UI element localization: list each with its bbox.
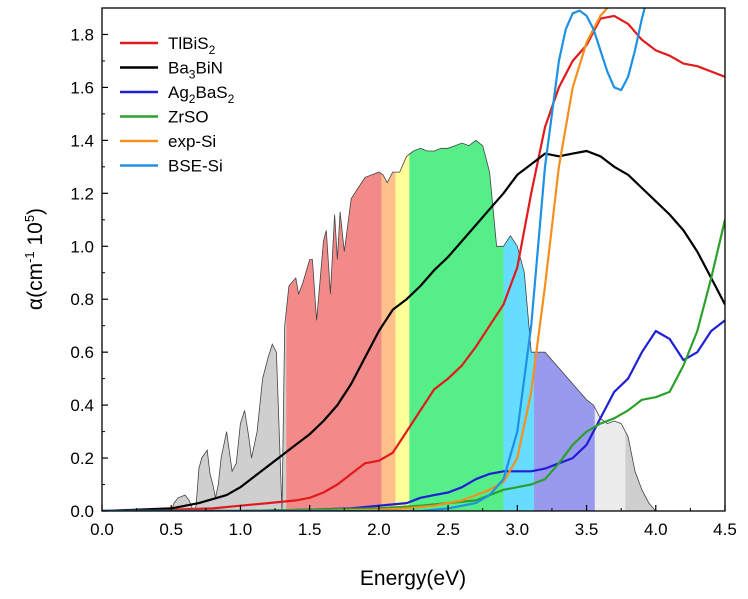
x-tick-label: 1.0 [229, 520, 253, 539]
legend-label: exp-Si [168, 132, 216, 151]
y-title-exp1: -1 [22, 251, 37, 263]
spectrum-outline [102, 139, 725, 511]
legend-item-ba3bin: Ba3BiN [120, 59, 223, 82]
x-tick-label: 2.0 [367, 520, 391, 539]
legend-label: BSE-Si [168, 157, 223, 176]
band-gray-2 [625, 140, 725, 511]
band-light-gray [594, 140, 626, 511]
series-line-ag2bas2 [102, 319, 725, 511]
legend-label: TlBiS2 [168, 34, 216, 57]
band-red [286, 140, 382, 511]
legend-label: Ag2BaS2 [168, 83, 235, 106]
series-line-ba3bin [102, 149, 725, 511]
y-tick-label: 0.8 [70, 290, 94, 309]
x-tick-label: 3.0 [506, 520, 530, 539]
y-tick-label: 1.6 [70, 78, 94, 97]
band-gray-1 [102, 140, 287, 511]
x-tick-label: 0.5 [159, 520, 183, 539]
x-tick-label: 4.5 [713, 520, 737, 539]
y-tick-label: 1.2 [70, 184, 94, 203]
y-tick-label: 1.0 [70, 237, 94, 256]
y-title-suffix: ) [24, 208, 47, 215]
series-line-zrso [102, 219, 725, 511]
series-line-tlbis2 [102, 14, 725, 511]
band-orange [381, 140, 396, 511]
x-tick-label: 4.0 [644, 520, 668, 539]
y-tick-label: 0.2 [70, 449, 94, 468]
x-axis-title: Energy(eV) [360, 567, 466, 590]
y-title-prefix: α(cm [24, 263, 47, 310]
band-violet [533, 140, 595, 511]
y-axis-title: α(cm-1 105) [22, 208, 47, 310]
legend-item-ag2bas2: Ag2BaS2 [120, 83, 235, 106]
band-yellow [395, 140, 410, 511]
y-title-mid: 10 [24, 222, 47, 251]
x-tick-label: 2.5 [436, 520, 460, 539]
y-tick-label: 0.6 [70, 343, 94, 362]
legend-item-bse-si: BSE-Si [120, 157, 223, 176]
legend-item-tlbis2: TlBiS2 [120, 34, 216, 57]
axis-ticks: 0.0 0.5 1.0 1.5 2.0 2.5 3.0 3.5 4.0 4.5 0.0 0.2 0.4 0… [70, 25, 736, 539]
y-tick-label: 0.4 [70, 396, 94, 415]
legend-item-exp-si: exp-Si [120, 132, 216, 151]
series-line-bse-si [102, 8, 646, 511]
x-tick-label: 0.0 [90, 520, 114, 539]
y-tick-label: 0.0 [70, 502, 94, 521]
legend-label: Ba3BiN [168, 59, 223, 82]
y-title-exp2: 5 [22, 215, 37, 222]
legend-label: ZrSO [168, 108, 209, 127]
x-tick-label: 3.5 [575, 520, 599, 539]
y-tick-label: 1.4 [70, 131, 94, 150]
legend-item-zrso: ZrSO [120, 108, 209, 127]
x-tick-label: 1.5 [298, 520, 322, 539]
band-green [409, 140, 504, 511]
y-tick-label: 1.8 [70, 25, 94, 44]
